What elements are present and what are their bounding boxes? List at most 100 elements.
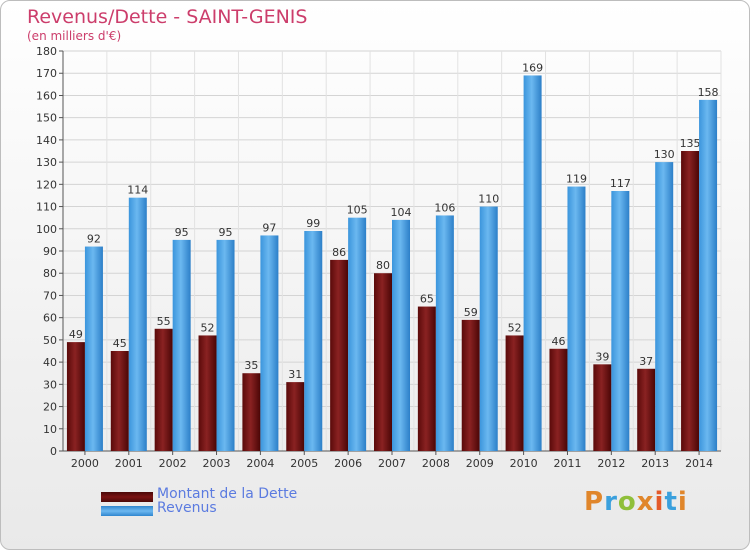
x-tick-label: 2004 <box>246 457 274 470</box>
y-tick-label: 30 <box>43 378 57 391</box>
x-tick-label: 2005 <box>290 457 318 470</box>
bar-revenue <box>304 231 323 451</box>
x-tick-label: 2002 <box>159 457 187 470</box>
data-label-revenue: 158 <box>698 86 719 99</box>
logo-letter: i <box>654 487 665 517</box>
data-label-debt: 52 <box>508 321 522 334</box>
bar-revenue <box>523 75 542 451</box>
data-label-revenue: 105 <box>347 204 368 217</box>
y-tick-label: 90 <box>43 245 57 258</box>
data-label-debt: 59 <box>464 306 478 319</box>
data-label-revenue: 117 <box>610 177 631 190</box>
bar-debt <box>593 364 612 451</box>
data-label-debt: 55 <box>157 315 171 328</box>
y-tick-label: 40 <box>43 356 57 369</box>
x-tick-label: 2000 <box>71 457 99 470</box>
data-label-debt: 45 <box>113 337 127 350</box>
bar-revenue <box>128 197 147 451</box>
chart-subtitle: (en milliers d'€) <box>27 29 122 43</box>
bar-debt <box>286 382 305 451</box>
data-label-revenue: 130 <box>654 148 675 161</box>
x-tick-label: 2010 <box>510 457 538 470</box>
chart-title: Revenus/Dette - SAINT-GENIS <box>27 6 308 28</box>
data-label-debt: 86 <box>332 246 346 259</box>
bar-debt <box>505 335 524 451</box>
legend-item-revenue: Revenus <box>101 500 361 518</box>
y-tick-label: 160 <box>36 89 57 102</box>
data-label-debt: 31 <box>288 368 302 381</box>
data-label-revenue: 92 <box>87 233 101 246</box>
bar-debt <box>154 328 173 451</box>
bar-debt <box>242 373 261 451</box>
bar-revenue <box>216 239 235 451</box>
y-tick-label: 170 <box>36 67 57 80</box>
logo-letter: x <box>636 487 655 517</box>
y-tick-label: 100 <box>36 223 57 236</box>
y-tick-label: 0 <box>50 445 57 458</box>
data-label-debt: 135 <box>680 137 701 150</box>
y-tick-label: 60 <box>43 312 57 325</box>
bar-debt <box>198 335 217 451</box>
data-label-debt: 52 <box>201 321 215 334</box>
bar-debt <box>66 342 85 451</box>
data-label-debt: 39 <box>595 350 609 363</box>
bar-revenue <box>392 219 410 451</box>
bar-debt <box>374 273 392 451</box>
y-tick-label: 70 <box>43 289 57 302</box>
bar-debt <box>110 351 129 451</box>
data-label-debt: 49 <box>69 328 83 341</box>
data-label-debt: 65 <box>420 293 434 306</box>
bar-debt <box>549 348 568 451</box>
y-tick-label: 10 <box>43 423 57 436</box>
data-label-revenue: 169 <box>522 61 543 74</box>
data-label-revenue: 99 <box>306 217 320 230</box>
x-tick-label: 2012 <box>597 457 625 470</box>
logo-letter: P <box>584 487 605 517</box>
y-tick-label: 120 <box>36 178 57 191</box>
legend-item-debt: Montant de la Dette <box>101 486 361 504</box>
y-tick-label: 130 <box>36 156 57 169</box>
data-label-revenue: 97 <box>262 221 276 234</box>
y-tick-label: 140 <box>36 134 57 147</box>
y-tick-label: 50 <box>43 334 57 347</box>
x-tick-label: 2003 <box>203 457 231 470</box>
y-tick-label: 20 <box>43 401 57 414</box>
logo-letter: i <box>677 487 688 517</box>
y-tick-label: 80 <box>43 267 57 280</box>
data-label-revenue: 95 <box>219 226 233 239</box>
y-tick-label: 180 <box>36 45 57 58</box>
bar-debt <box>637 368 656 451</box>
logo-letter: o <box>617 487 637 517</box>
x-tick-label: 2011 <box>553 457 581 470</box>
bar-revenue <box>567 186 586 452</box>
data-label-debt: 80 <box>376 259 390 272</box>
data-label-revenue: 110 <box>478 193 499 206</box>
bar-revenue <box>479 206 498 451</box>
legend-swatch-revenue <box>101 506 153 516</box>
bar-revenue <box>84 246 103 451</box>
bar-revenue <box>699 99 718 451</box>
x-tick-label: 2007 <box>378 457 406 470</box>
data-label-debt: 46 <box>551 335 565 348</box>
data-label-debt: 37 <box>639 355 653 368</box>
data-label-revenue: 114 <box>127 184 148 197</box>
x-tick-label: 2008 <box>422 457 450 470</box>
x-tick-label: 2009 <box>466 457 494 470</box>
bar-revenue <box>172 239 191 451</box>
y-tick-label: 110 <box>36 201 57 214</box>
bar-debt <box>417 306 436 451</box>
data-label-revenue: 104 <box>391 206 412 219</box>
y-tick-label: 150 <box>36 112 57 125</box>
data-label-debt: 35 <box>244 359 258 372</box>
bar-debt <box>681 151 700 451</box>
bar-revenue <box>435 215 454 451</box>
x-tick-label: 2013 <box>641 457 669 470</box>
bar-revenue <box>611 191 630 451</box>
bar-revenue <box>655 162 674 451</box>
proxiti-logo: Proxiti <box>584 487 688 517</box>
legend-swatch-debt <box>101 492 153 502</box>
x-tick-label: 2006 <box>334 457 362 470</box>
x-tick-label: 2014 <box>685 457 713 470</box>
